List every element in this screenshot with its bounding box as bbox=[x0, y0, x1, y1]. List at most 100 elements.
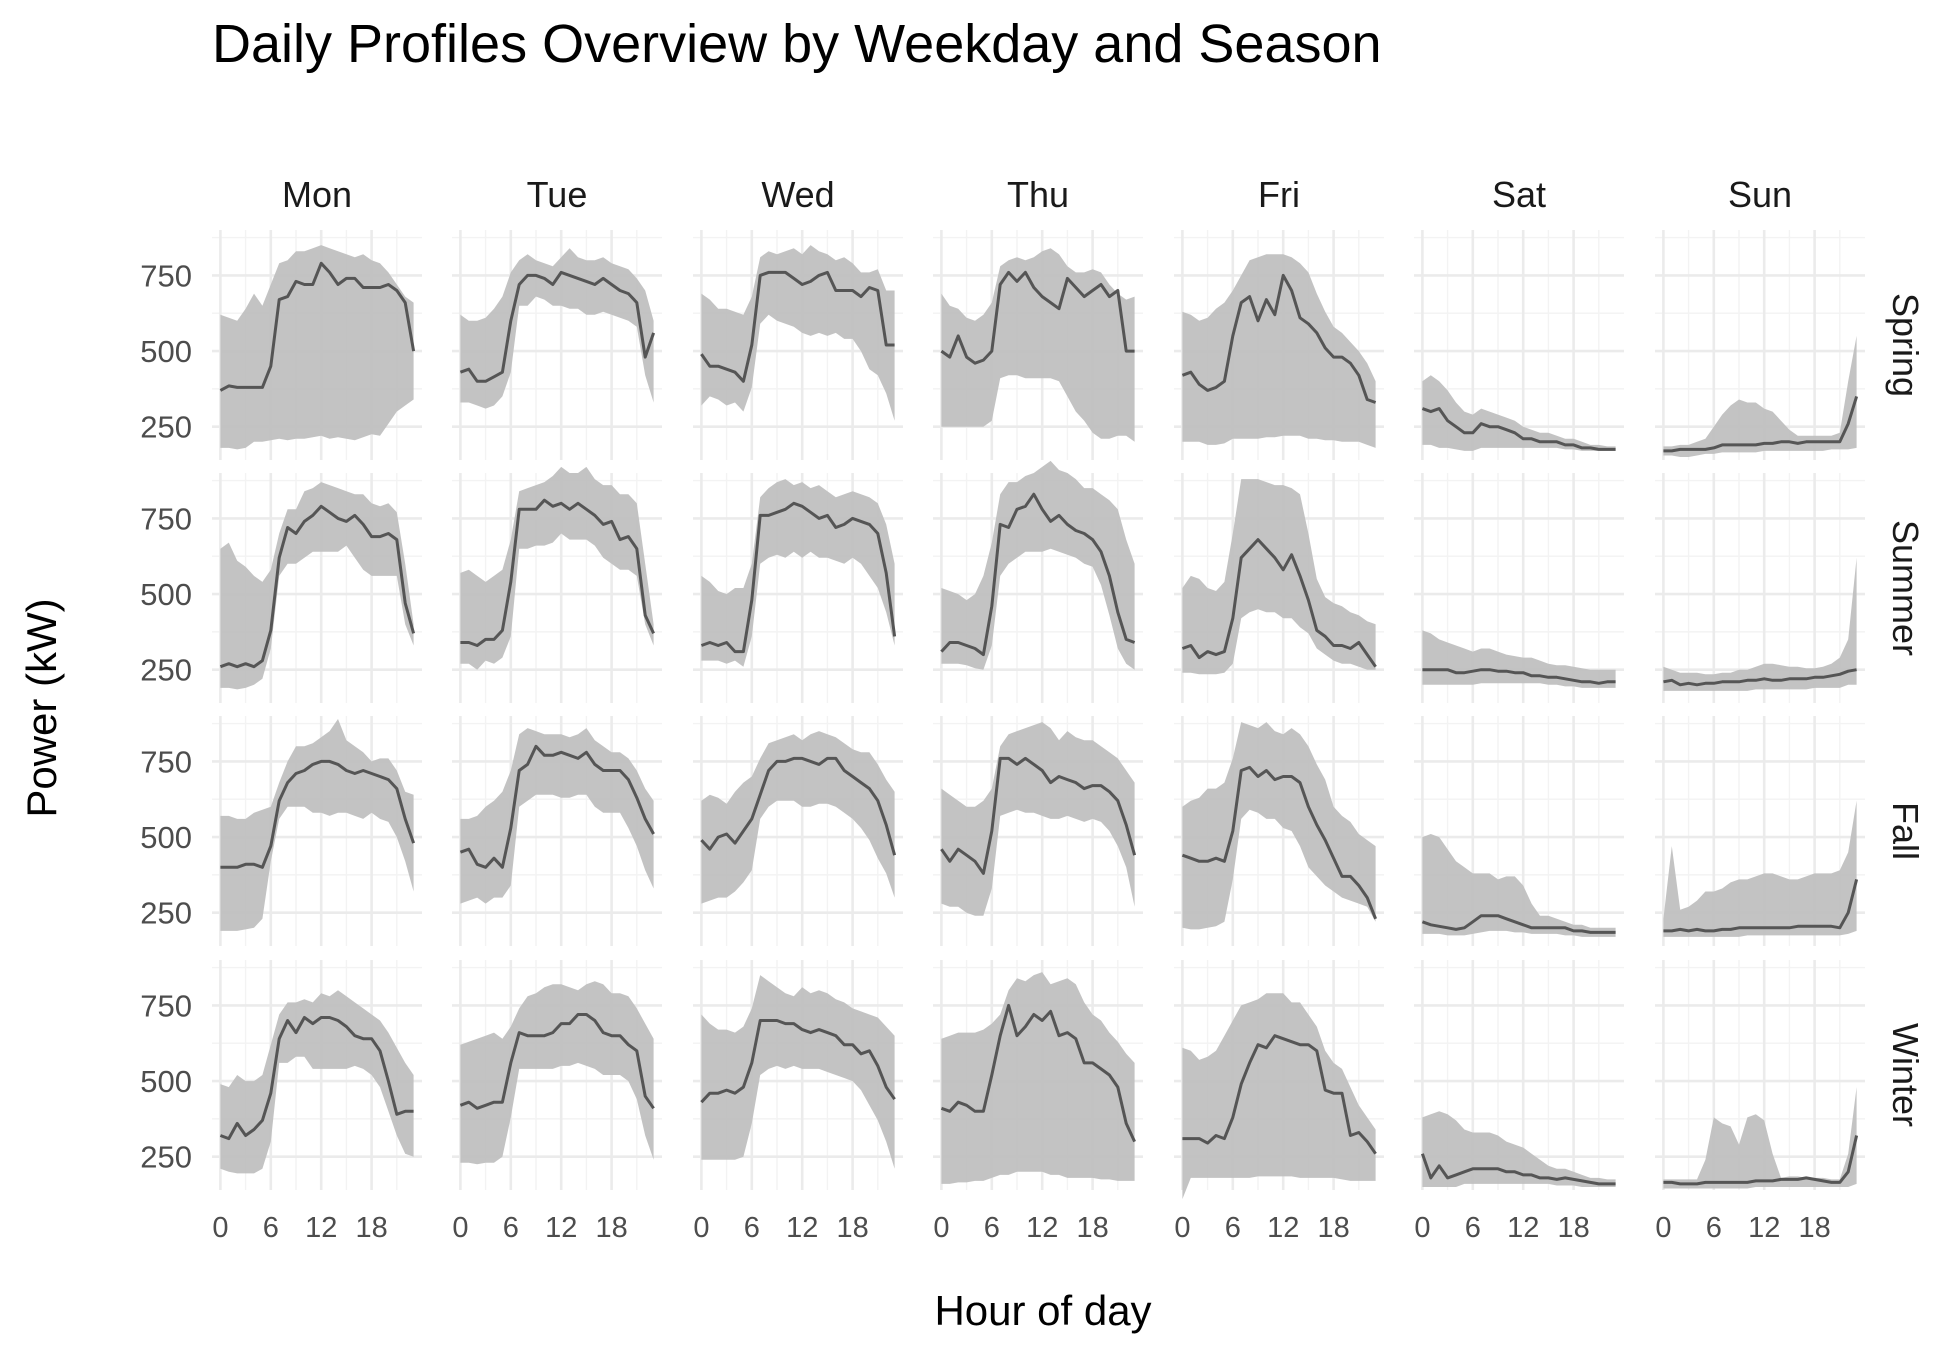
x-tick-label: 12 bbox=[545, 1212, 577, 1244]
panel-fall-sun bbox=[1655, 716, 1865, 946]
panel-fall-thu bbox=[933, 716, 1143, 946]
range-band bbox=[1422, 375, 1616, 451]
range-band bbox=[220, 245, 414, 450]
chart-title: Daily Profiles Overview by Weekday and S… bbox=[212, 14, 1382, 74]
series-line bbox=[700, 501, 897, 654]
strip-label-sat: Sat bbox=[1492, 174, 1546, 215]
y-tick-label: 750 bbox=[140, 501, 192, 536]
y-tick-label: 250 bbox=[140, 653, 192, 688]
strip-label-sun: Sun bbox=[1728, 174, 1792, 215]
range-band bbox=[220, 990, 414, 1174]
series-line bbox=[460, 498, 655, 647]
y-tick-label: 750 bbox=[140, 258, 192, 293]
panel-spring-tue bbox=[452, 230, 662, 460]
strip-label-wed: Wed bbox=[761, 174, 834, 215]
series-line bbox=[940, 492, 1136, 657]
series-line bbox=[1663, 1135, 1859, 1186]
x-tick-label: 0 bbox=[452, 1212, 468, 1244]
range-band bbox=[1663, 557, 1857, 691]
series-line bbox=[940, 756, 1137, 875]
y-tick-label: 750 bbox=[140, 988, 192, 1023]
series-line bbox=[1181, 538, 1377, 668]
strip-label-thu: Thu bbox=[1007, 174, 1069, 215]
x-tick-label: 0 bbox=[933, 1212, 949, 1244]
x-tick-label: 6 bbox=[1465, 1212, 1481, 1244]
range-band bbox=[460, 466, 654, 670]
x-tick-label: 6 bbox=[263, 1212, 279, 1244]
series-line bbox=[459, 270, 656, 383]
panel-winter-mon bbox=[212, 960, 422, 1190]
x-tick-label: 0 bbox=[1655, 1212, 1671, 1244]
panel-winter-sat bbox=[1414, 960, 1624, 1190]
strip-label-mon: Mon bbox=[282, 174, 352, 215]
x-tick-label: 6 bbox=[1706, 1212, 1722, 1244]
range-band bbox=[941, 722, 1135, 916]
y-tick-label: 500 bbox=[140, 334, 192, 369]
x-tick-label: 6 bbox=[744, 1212, 760, 1244]
panel-winter-fri bbox=[1174, 960, 1384, 1200]
series-line bbox=[1421, 914, 1616, 934]
x-tick-label: 12 bbox=[1267, 1212, 1299, 1244]
x-tick-label: 18 bbox=[1798, 1212, 1830, 1244]
y-tick-label: 250 bbox=[140, 410, 192, 445]
x-tick-label: 12 bbox=[786, 1212, 818, 1244]
y-tick-label: 750 bbox=[140, 744, 192, 779]
x-tick-label: 12 bbox=[1026, 1212, 1058, 1244]
x-tick-label: 18 bbox=[355, 1212, 387, 1244]
panel-spring-wed bbox=[693, 230, 903, 460]
strip-label-winter: Winter bbox=[1885, 1023, 1926, 1127]
range-band bbox=[1182, 479, 1376, 675]
panel-spring-fri bbox=[1174, 230, 1384, 460]
range-band bbox=[941, 248, 1135, 442]
range-band bbox=[701, 245, 895, 421]
x-tick-label: 18 bbox=[836, 1212, 868, 1244]
range-band bbox=[941, 972, 1135, 1184]
x-tick-label: 12 bbox=[1507, 1212, 1539, 1244]
series-line bbox=[940, 1003, 1136, 1143]
y-tick-label: 500 bbox=[140, 820, 192, 855]
range-band bbox=[460, 248, 654, 409]
strip-label-spring: Spring bbox=[1885, 293, 1926, 397]
panel-winter-tue bbox=[452, 960, 662, 1190]
series-line bbox=[700, 270, 895, 383]
range-band bbox=[701, 479, 895, 667]
panel-summer-sun bbox=[1655, 473, 1865, 703]
series-line bbox=[1421, 407, 1616, 451]
strip-label-tue: Tue bbox=[527, 174, 588, 215]
series-line bbox=[1420, 1153, 1616, 1186]
range-band bbox=[460, 981, 654, 1165]
series-line bbox=[1181, 765, 1377, 920]
range-band bbox=[1182, 254, 1376, 448]
y-tick-label: 500 bbox=[140, 1064, 192, 1099]
panel-spring-thu bbox=[933, 230, 1143, 460]
panel-summer-thu bbox=[933, 460, 1143, 703]
panel-winter-sun bbox=[1655, 960, 1865, 1190]
x-tick-label: 0 bbox=[1174, 1212, 1190, 1244]
range-band bbox=[1663, 335, 1857, 457]
range-band bbox=[220, 482, 414, 690]
x-tick-label: 18 bbox=[1076, 1212, 1108, 1244]
x-axis-title: Hour of day bbox=[934, 1287, 1151, 1334]
x-tick-label: 18 bbox=[595, 1212, 627, 1244]
x-tick-label: 12 bbox=[305, 1212, 337, 1244]
y-tick-label: 250 bbox=[140, 1140, 192, 1175]
range-band bbox=[1663, 800, 1857, 937]
series-line bbox=[219, 504, 416, 669]
x-tick-label: 0 bbox=[693, 1212, 709, 1244]
series-line bbox=[940, 270, 1135, 365]
x-tick-label: 0 bbox=[1414, 1212, 1430, 1244]
x-tick-label: 0 bbox=[212, 1212, 228, 1244]
y-tick-label: 500 bbox=[140, 577, 192, 612]
range-band bbox=[701, 975, 895, 1169]
series-line bbox=[1663, 879, 1859, 933]
series-line bbox=[1663, 668, 1857, 687]
range-band bbox=[1663, 1087, 1857, 1189]
series-line bbox=[220, 759, 416, 869]
range-band bbox=[1182, 993, 1376, 1200]
range-band bbox=[701, 731, 895, 904]
range-band bbox=[1422, 834, 1616, 937]
panel-fall-wed bbox=[693, 716, 903, 946]
y-axis-title: Power (kW) bbox=[18, 598, 65, 817]
panel-fall-tue bbox=[452, 716, 662, 946]
